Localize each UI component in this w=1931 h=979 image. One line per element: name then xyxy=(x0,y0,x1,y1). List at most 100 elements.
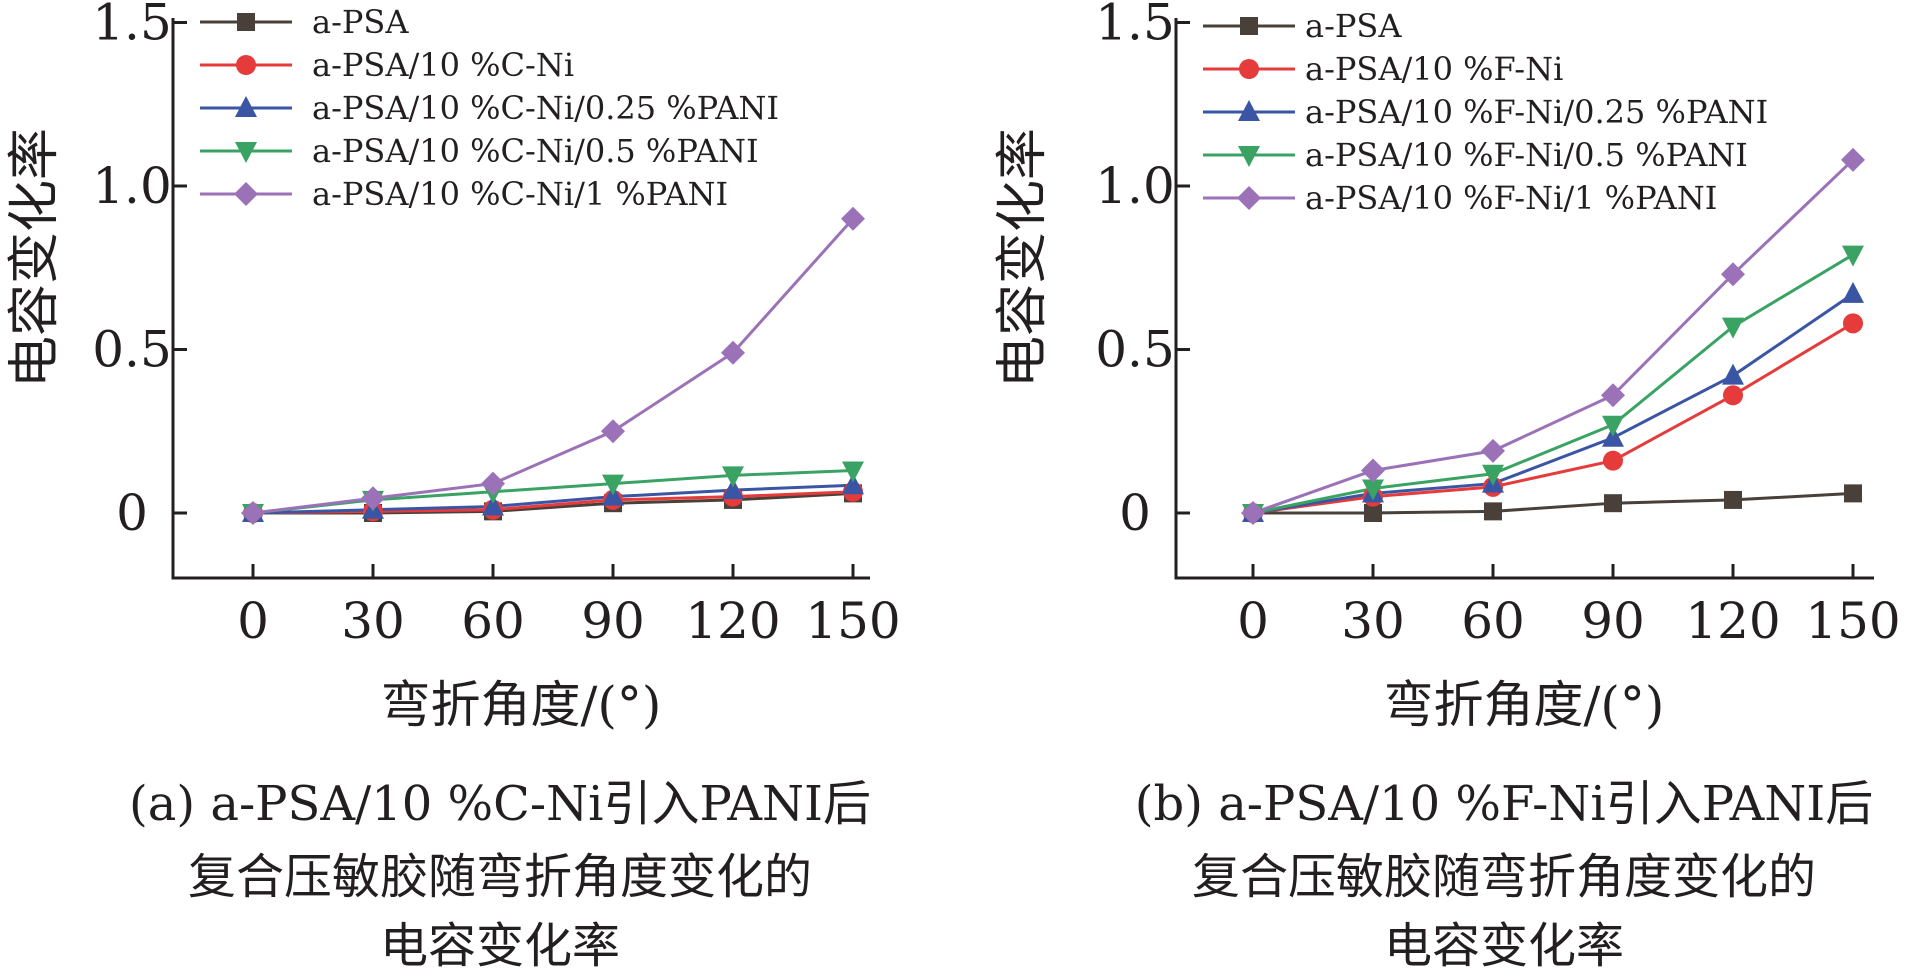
y-tick-label: 0.5 xyxy=(1095,321,1175,379)
data-point xyxy=(1843,313,1863,334)
x-tick-label: 150 xyxy=(1805,592,1900,650)
legend-marker xyxy=(236,55,256,75)
legend-label: a-PSA/10 %C-Ni/1 %PANI xyxy=(312,175,728,213)
data-point xyxy=(1482,464,1504,486)
legend-a: a-PSA a-PSA/10 %C-Ni a-PSA/10 %C-Ni/0.25 %… xyxy=(200,3,779,213)
y-tick-label: 1.0 xyxy=(92,157,172,215)
x-tick-label: 60 xyxy=(1461,592,1525,650)
legend-b: a-PSA a-PSA/10 %F-Ni a-PSA/10 %F-Ni/0.25 %… xyxy=(1203,7,1768,217)
axis-frame-b xyxy=(1174,18,1874,580)
x-tick-label: 0 xyxy=(237,592,269,650)
x-axis-label-b: 弯折角度/(°) xyxy=(1384,676,1665,734)
caption-b-line-3: 电容变化率 xyxy=(1384,918,1624,974)
data-point xyxy=(1724,490,1742,509)
data-point xyxy=(1842,245,1864,267)
legend-label: a-PSA/10 %C-Ni xyxy=(312,46,574,84)
data-point xyxy=(842,461,864,483)
legend-marker xyxy=(1237,186,1261,210)
series-line xyxy=(1252,253,1854,515)
y-tick-label: 1.0 xyxy=(1095,157,1175,215)
data-point xyxy=(361,486,385,511)
legend-marker xyxy=(1238,146,1260,167)
data-point xyxy=(1602,415,1624,437)
x-tick-label: 90 xyxy=(581,592,645,650)
legend-label: a-PSA/10 %F-Ni/0.25 %PANI xyxy=(1305,93,1768,131)
data-point xyxy=(1841,147,1865,172)
caption-a-line-3: 电容变化率 xyxy=(380,918,620,974)
data-point xyxy=(841,206,865,231)
x-tick-label: 90 xyxy=(1581,592,1645,650)
chart-panel-b: 电容变化率 弯折角度/(°) (b) a-PSA/10 %F-Ni引入PANI后… xyxy=(993,0,1901,974)
plot-area-b xyxy=(1241,147,1865,525)
x-tick-label: 150 xyxy=(805,592,900,650)
chart-panel-a: 电容变化率 弯折角度/(°) (a) a-PSA/10 %C-Ni引入PANI后… xyxy=(5,0,901,974)
caption-a-line-1: (a) a-PSA/10 %C-Ni引入PANI后 xyxy=(129,776,871,832)
x-tick-label: 120 xyxy=(1685,592,1780,650)
data-point xyxy=(722,466,744,488)
series-line xyxy=(252,217,855,515)
x-tick-label: 0 xyxy=(1237,592,1269,650)
legend-label: a-PSA/10 %F-Ni/0.5 %PANI xyxy=(1305,136,1748,174)
caption-b-line-1: (b) a-PSA/10 %F-Ni引入PANI后 xyxy=(1135,776,1873,832)
legend-marker xyxy=(1238,100,1260,121)
data-point xyxy=(1721,262,1745,287)
data-point xyxy=(601,419,625,444)
x-tick-label: 30 xyxy=(341,592,405,650)
x-tick-label: 60 xyxy=(461,592,525,650)
legend-label: a-PSA/10 %F-Ni/1 %PANI xyxy=(1305,179,1717,217)
legend-marker xyxy=(237,13,255,31)
legend-marker xyxy=(234,182,258,206)
data-point xyxy=(1722,317,1744,339)
legend-marker xyxy=(1240,17,1258,35)
legend-marker xyxy=(235,96,257,117)
y-tick-label: 1.5 xyxy=(92,0,172,52)
y-tick-label: 0 xyxy=(1119,484,1151,542)
y-axis-label-b: 电容变化率 xyxy=(993,128,1053,388)
x-tick-label: 30 xyxy=(1341,592,1405,650)
x-tick-label: 120 xyxy=(685,592,780,650)
y-tick-label: 1.5 xyxy=(1095,0,1175,52)
data-point xyxy=(241,501,265,525)
data-point xyxy=(1364,504,1382,522)
series-line xyxy=(1252,292,1854,515)
data-point xyxy=(1601,383,1625,408)
data-point xyxy=(1604,494,1622,513)
data-point xyxy=(1241,501,1265,525)
legend-marker xyxy=(235,142,257,163)
legend-label: a-PSA/10 %F-Ni xyxy=(1305,50,1563,88)
data-point xyxy=(722,478,744,500)
ticks-a: 0 0.5 1.0 1.5 0 30 60 90 120 150 xyxy=(92,0,900,650)
legend-label: a-PSA/10 %C-Ni/0.5 %PANI xyxy=(312,132,759,170)
data-point xyxy=(721,340,745,365)
series-line xyxy=(252,483,854,515)
y-axis-label-a: 电容变化率 xyxy=(5,128,65,388)
data-point xyxy=(1842,281,1864,303)
y-tick-label: 0.5 xyxy=(92,321,172,379)
data-point xyxy=(482,494,504,516)
legend-label: a-PSA xyxy=(312,3,409,41)
data-point xyxy=(1361,458,1385,483)
x-axis-label-a: 弯折角度/(°) xyxy=(381,676,662,734)
series-line xyxy=(1252,158,1855,515)
data-point xyxy=(1722,363,1744,385)
legend-label: a-PSA xyxy=(1305,7,1402,45)
data-point xyxy=(1484,502,1502,521)
data-point xyxy=(1481,438,1505,463)
ticks-b: 0 0.5 1.0 1.5 0 30 60 90 120 150 xyxy=(1095,0,1900,650)
data-point xyxy=(1844,484,1862,503)
legend-marker xyxy=(1239,59,1259,79)
data-point xyxy=(602,474,624,496)
series-line xyxy=(1253,491,1854,515)
y-tick-label: 0 xyxy=(116,484,148,542)
data-point xyxy=(1723,385,1743,406)
data-point xyxy=(481,471,505,496)
axis-frame-a xyxy=(171,18,870,580)
caption-a-line-2: 复合压敏胶随弯折角度变化的 xyxy=(188,849,812,905)
data-point xyxy=(1603,450,1623,471)
legend-label: a-PSA/10 %C-Ni/0.25 %PANI xyxy=(312,89,779,127)
series-line xyxy=(1252,322,1854,515)
data-point xyxy=(1362,479,1384,501)
plot-area-a xyxy=(241,206,865,525)
caption-b-line-2: 复合压敏胶随弯折角度变化的 xyxy=(1192,849,1816,905)
